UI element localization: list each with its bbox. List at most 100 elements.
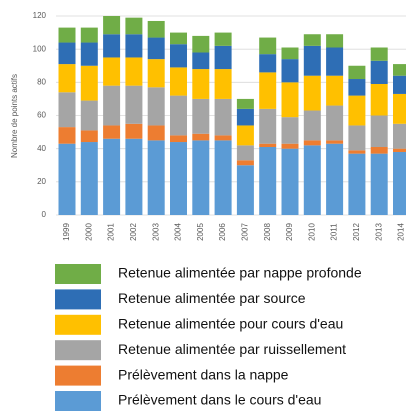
bar-segment: [393, 151, 406, 215]
bar-segment: [58, 92, 76, 128]
x-tick-label: 2006: [218, 223, 227, 241]
x-tick-label: 2005: [196, 223, 205, 241]
bar-segment: [58, 127, 76, 144]
bar-segment: [170, 135, 187, 143]
y-tick-label: 100: [33, 44, 47, 53]
bar-segment: [192, 35, 210, 53]
bar-segment: [103, 57, 121, 86]
bar-segment: [147, 37, 165, 60]
bar-segment: [58, 27, 76, 43]
bar-segment: [103, 138, 121, 215]
bar-segment: [370, 60, 388, 84]
bar-segment: [303, 140, 321, 146]
bar-segment: [303, 145, 321, 215]
bar-segment: [348, 79, 366, 96]
bar-segment: [393, 93, 406, 124]
bar-segment: [170, 32, 187, 45]
bar-segment: [281, 117, 299, 144]
bar-segment: [80, 100, 98, 131]
bar-segment: [80, 27, 98, 43]
bar-segment: [80, 42, 98, 66]
bar-segment: [214, 140, 232, 215]
legend-label: Retenue alimentée par source: [118, 290, 306, 306]
bar-segment: [303, 110, 321, 141]
bar-segment: [58, 42, 76, 65]
bar-segment: [170, 44, 187, 68]
bar-segment: [303, 75, 321, 111]
x-tick-label: 2011: [330, 223, 339, 241]
bar-segment: [259, 147, 277, 215]
y-tick-label: 80: [37, 77, 46, 86]
bar-segment: [370, 115, 388, 148]
x-tick-label: 2004: [174, 223, 183, 241]
bar-segment: [326, 140, 344, 144]
bar-segment: [236, 108, 254, 126]
bar-segment: [192, 133, 210, 141]
bar-segment: [259, 37, 277, 55]
bar-segment: [281, 143, 299, 149]
bar-segment: [281, 47, 299, 60]
y-tick-label: 60: [37, 111, 46, 120]
x-tick-label: 2007: [241, 223, 250, 241]
x-tick-label: 2010: [307, 223, 316, 241]
bar-segment: [370, 147, 388, 154]
bar-segment: [370, 83, 388, 116]
bar-segment: [370, 47, 388, 61]
bar-segment: [236, 145, 254, 161]
legend-swatch: [55, 391, 101, 411]
bar-segment: [326, 105, 344, 141]
bar-segment: [170, 142, 187, 215]
bar-segment: [103, 125, 121, 139]
legend-swatch: [55, 314, 101, 335]
x-tick-label: 2001: [107, 223, 116, 241]
bar-segment: [147, 125, 165, 141]
bar-segment: [393, 75, 406, 94]
bar-segment: [348, 153, 366, 215]
legend-label: Retenue alimentée par ruissellement: [118, 341, 346, 357]
x-tick-label: 2008: [263, 223, 272, 241]
bar-segment: [170, 67, 187, 96]
x-tick-label: 2003: [151, 223, 160, 241]
bar-segment: [80, 142, 98, 215]
bar-segment: [348, 125, 366, 151]
bar-segment: [348, 95, 366, 126]
bar-segment: [192, 140, 210, 215]
bar-segment: [326, 47, 344, 76]
legend-swatch: [55, 264, 101, 284]
x-tick-label: 2009: [285, 223, 294, 241]
bar-segment: [303, 34, 321, 46]
bar-segment: [147, 140, 165, 215]
bar-segment: [259, 54, 277, 73]
bar-segment: [326, 75, 344, 106]
bar-segment: [103, 85, 121, 126]
x-tick-label: 1999: [62, 223, 71, 241]
bar-segment: [192, 69, 210, 99]
bar-segment: [147, 87, 165, 126]
y-tick-label: 20: [37, 177, 46, 186]
bar-segment: [214, 69, 232, 99]
bar-segment: [192, 52, 210, 70]
bar-segment: [326, 34, 344, 48]
bar-segment: [348, 65, 366, 80]
bar-segment: [303, 45, 321, 76]
bar-segment: [192, 98, 210, 134]
bar-segment: [170, 95, 187, 136]
y-tick-label: 40: [37, 144, 46, 153]
bar-segment: [103, 16, 121, 35]
bar-segment: [103, 34, 121, 58]
bar-segment: [214, 45, 232, 70]
bar-segment: [348, 150, 366, 154]
bar-segment: [236, 98, 254, 109]
legend-label: Retenue alimentée pour cours d'eau: [118, 316, 343, 332]
bar-segment: [147, 20, 165, 38]
bar-segment: [58, 143, 76, 215]
bar-segment: [393, 123, 406, 149]
bar-segment: [58, 64, 76, 93]
bar-segment: [370, 153, 388, 215]
legend-label: Prélèvement dans le cours d'eau: [118, 392, 321, 408]
bar-segment: [214, 32, 232, 46]
bar-segment: [393, 148, 406, 152]
bar-segment: [80, 65, 98, 101]
x-tick-label: 2014: [397, 223, 406, 241]
